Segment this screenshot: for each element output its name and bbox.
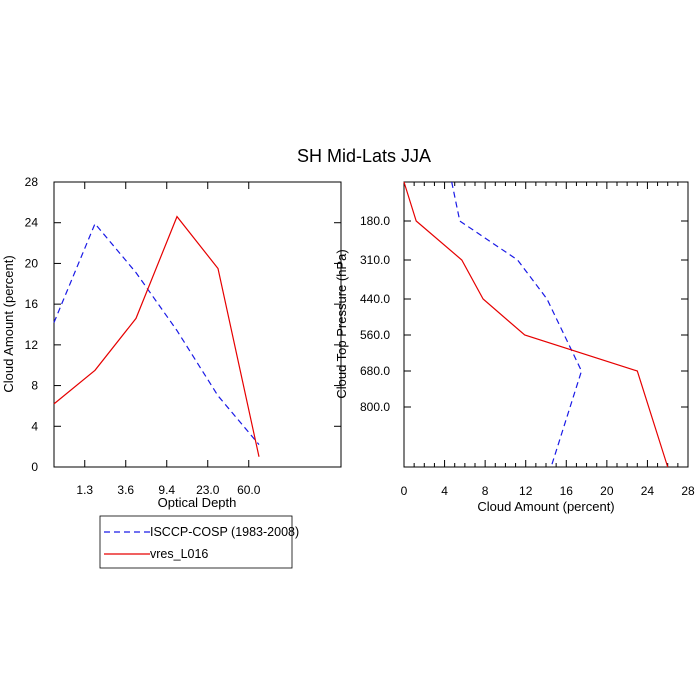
right-x-tick-label: 8	[482, 484, 489, 498]
right-y-axis-title: Cloud Top Pressure (hPa)	[334, 249, 349, 398]
left-y-axis-title: Cloud Amount (percent)	[1, 255, 16, 392]
right-x-tick-label: 16	[560, 484, 574, 498]
left-x-tick-label: 3.6	[117, 483, 134, 497]
left-y-tick-label: 16	[25, 297, 39, 311]
right-series-line-isccp-cosp-1983-2008	[451, 181, 583, 468]
right-y-tick-label: 440.0	[360, 292, 390, 306]
left-y-tick-label: 12	[25, 338, 39, 352]
right-series	[403, 181, 669, 468]
chart-title: SH Mid-Lats JJA	[297, 146, 431, 166]
left-x-tick-label: 23.0	[196, 483, 220, 497]
right-x-tick-label: 24	[641, 484, 655, 498]
left-series-line-vres-l016	[53, 215, 260, 457]
left-y-tick-label: 28	[25, 175, 39, 189]
left-x-tick-label: 1.3	[76, 483, 93, 497]
left-y-tick-label: 0	[31, 460, 38, 474]
right-y-tick-label: 310.0	[360, 253, 390, 267]
left-series	[53, 215, 260, 457]
legend: ISCCP-COSP (1983-2008) vres_L016	[99, 515, 299, 569]
left-x-axis-title: Optical Depth	[158, 495, 237, 510]
right-y-tick-label: 560.0	[360, 328, 390, 342]
legend-label-vres: vres_L016	[150, 547, 208, 561]
right-series-line-vres-l016	[403, 181, 669, 468]
right-x-tick-label: 4	[441, 484, 448, 498]
right-ticks: 0 4 8 12 16 20 24 28 180.0 310.0 440.0 560.0 680.0 80…	[360, 182, 695, 498]
left-y-tick-label: 8	[31, 379, 38, 393]
left-panel: 0 4 8 12 16 20 24 28 1.3 3.6 9.4 23.0 60.0 Optical D…	[1, 175, 342, 510]
right-panel: 0 4 8 12 16 20 24 28 180.0 310.0 440.0 560.0 680.0 80…	[334, 181, 695, 514]
right-x-axis-title: Cloud Amount (percent)	[477, 499, 614, 514]
left-x-tick-label: 60.0	[237, 483, 261, 497]
left-y-tick-label: 24	[25, 216, 39, 230]
right-x-tick-label: 28	[681, 484, 695, 498]
left-x-tick-label: 9.4	[158, 483, 175, 497]
legend-box	[99, 515, 293, 569]
left-plot-frame	[53, 181, 342, 468]
right-y-tick-label: 180.0	[360, 214, 390, 228]
right-x-tick-label: 20	[600, 484, 614, 498]
right-y-tick-label: 680.0	[360, 364, 390, 378]
legend-label-isccp: ISCCP-COSP (1983-2008)	[150, 525, 299, 539]
left-ticks: 0 4 8 12 16 20 24 28 1.3 3.6 9.4 23.0 60.0	[25, 175, 341, 497]
left-y-tick-label: 20	[25, 256, 39, 270]
right-y-tick-label: 800.0	[360, 400, 390, 414]
right-x-tick-label: 0	[401, 484, 408, 498]
right-x-tick-label: 12	[519, 484, 533, 498]
left-y-tick-label: 4	[31, 419, 38, 433]
